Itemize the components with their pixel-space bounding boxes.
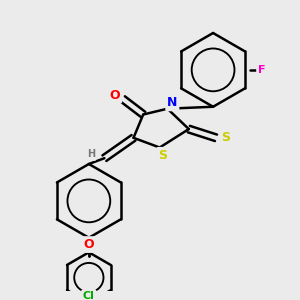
Text: S: S	[221, 131, 230, 144]
Text: F: F	[258, 65, 266, 75]
Text: H: H	[87, 149, 95, 159]
Text: Cl: Cl	[83, 291, 95, 300]
Text: O: O	[83, 238, 94, 251]
Text: N: N	[167, 96, 178, 110]
Text: O: O	[110, 88, 120, 102]
Text: S: S	[158, 149, 167, 162]
